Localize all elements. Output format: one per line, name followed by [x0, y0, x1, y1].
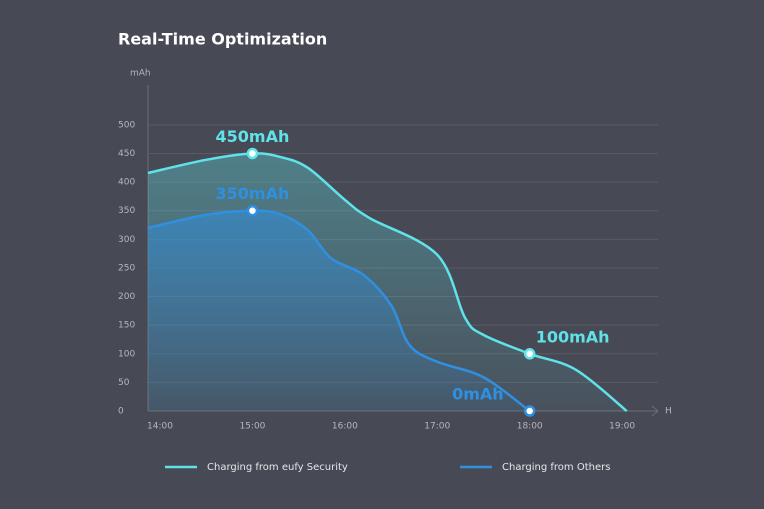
y-tick-label: 150: [118, 321, 135, 331]
x-tick-label: 14:00: [147, 422, 173, 432]
y-tick-label: 0: [118, 407, 124, 417]
x-tick-label: 17:00: [424, 422, 450, 432]
y-tick-label: 400: [118, 178, 135, 188]
y-tick-label: 200: [118, 292, 135, 302]
x-tick-label: 19:00: [609, 422, 635, 432]
x-tick-label: 18:00: [517, 422, 543, 432]
legend-label: Charging from Others: [502, 462, 610, 473]
y-tick-label: 450: [118, 149, 135, 159]
point-marker: [523, 348, 536, 360]
value-label: 350mAh: [216, 184, 290, 203]
y-tick-label: 250: [118, 263, 135, 273]
value-label: 450mAh: [216, 127, 290, 146]
x-tick-label: 16:00: [332, 422, 358, 432]
point-marker: [246, 204, 259, 217]
y-tick-label: 300: [118, 235, 135, 245]
x-axis-label: H: [665, 407, 672, 417]
point-marker: [523, 405, 536, 417]
y-tick-label: 100: [118, 349, 135, 359]
point-marker: [246, 147, 259, 160]
y-axis-label: mAh: [130, 69, 151, 79]
y-tick-label: 500: [118, 120, 135, 130]
x-tick-label: 15:00: [239, 422, 265, 432]
value-label: 100mAh: [536, 327, 610, 346]
value-label: 0mAh: [452, 385, 504, 404]
legend-label: Charging from eufy Security: [207, 462, 348, 473]
y-tick-label: 50: [118, 378, 130, 388]
y-tick-label: 350: [118, 206, 135, 216]
x-axis-arrow: [651, 405, 659, 417]
chart-title: Real-Time Optimization: [118, 30, 327, 49]
